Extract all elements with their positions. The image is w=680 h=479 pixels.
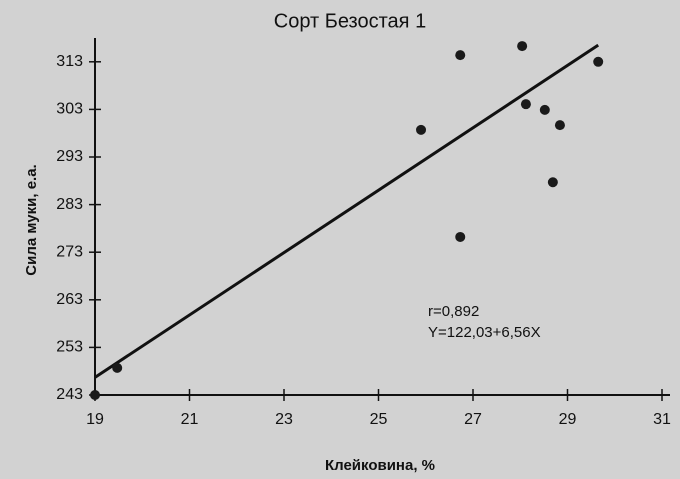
point	[90, 390, 100, 400]
point	[455, 50, 466, 61]
point	[539, 104, 550, 115]
annotation: Y=122,03+6,56X	[428, 324, 541, 341]
y-tick-label: 293	[56, 148, 83, 165]
point	[517, 41, 528, 52]
point	[554, 120, 565, 131]
x-axis-label: Клейковина, %	[325, 457, 435, 474]
y-tick-label: 283	[56, 196, 83, 213]
chart-title: Сорт Безостая 1	[274, 10, 426, 32]
y-tick-label: 273	[56, 243, 83, 260]
y-tick-label: 243	[56, 386, 83, 403]
x-tick-label: 29	[559, 411, 577, 428]
annotation: r=0,892	[428, 303, 479, 320]
x-tick-label: 19	[86, 411, 104, 428]
x-tick-label: 27	[464, 411, 482, 428]
trendline	[94, 43, 600, 379]
x-tick-label: 25	[370, 411, 388, 428]
point	[455, 231, 466, 242]
point	[112, 362, 123, 373]
point	[593, 56, 604, 67]
point	[416, 124, 427, 135]
y-axis-label: Сила муки, е.а.	[23, 164, 40, 275]
y-tick-label: 313	[56, 53, 83, 70]
point	[520, 99, 531, 110]
x-tick-label: 31	[653, 411, 671, 428]
y-tick-label: 253	[56, 339, 83, 356]
x-tick-label: 23	[275, 411, 293, 428]
y-tick-label: 263	[56, 291, 83, 308]
y-tick-label: 303	[56, 101, 83, 118]
point	[547, 177, 558, 188]
x-tick-label: 21	[181, 411, 199, 428]
